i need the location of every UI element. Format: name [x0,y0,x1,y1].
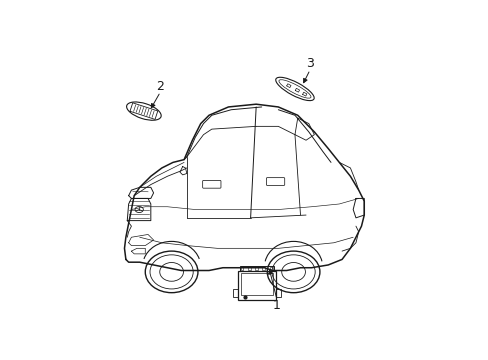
Text: 2: 2 [156,80,164,93]
Text: 1: 1 [272,299,280,312]
Text: 3: 3 [305,58,313,71]
